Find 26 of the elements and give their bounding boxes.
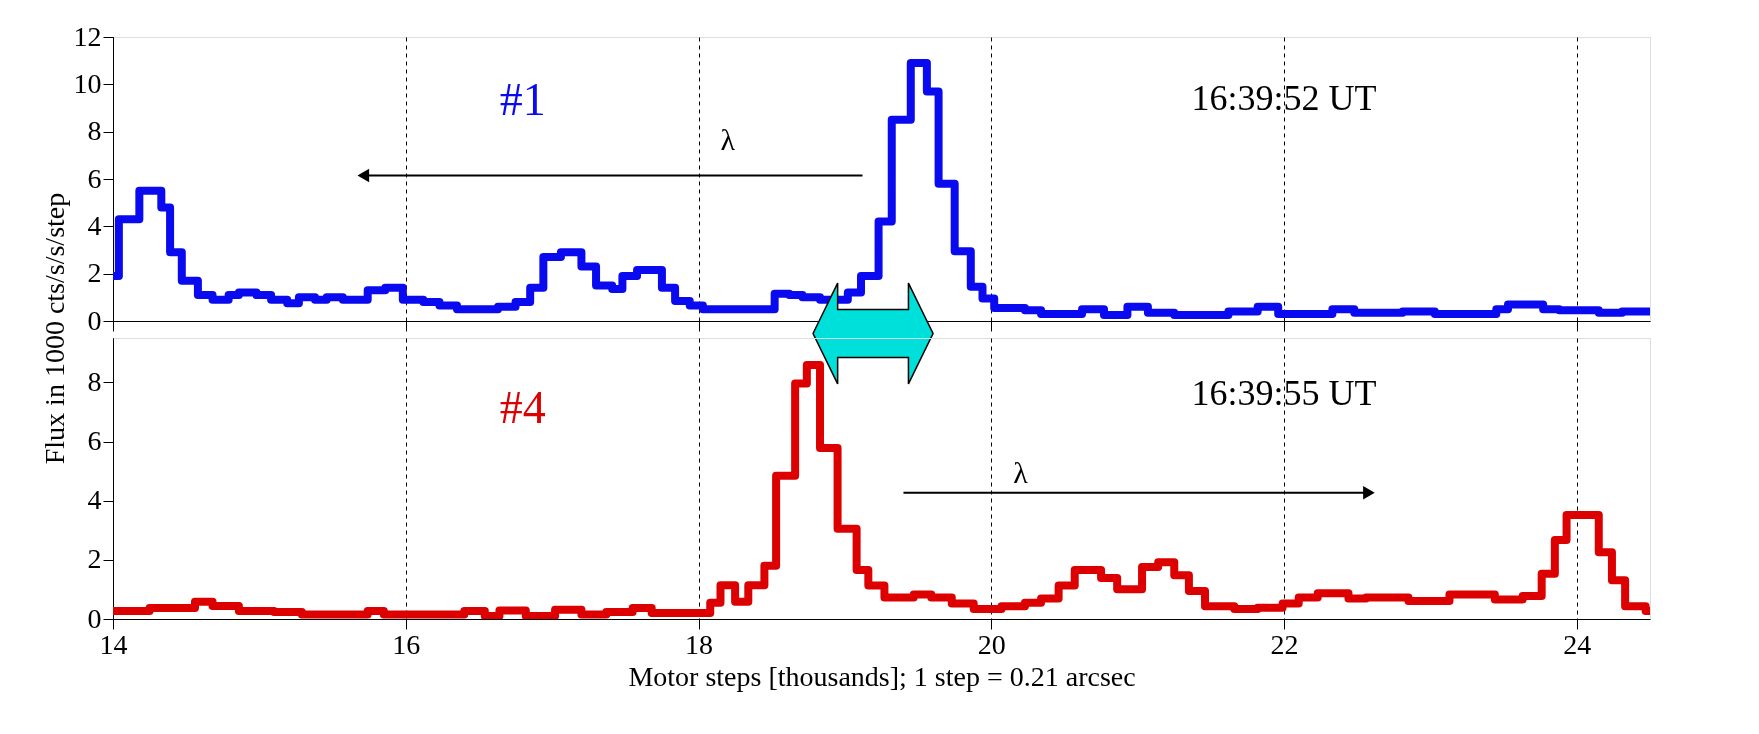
y-tick-label: 4 [87, 484, 102, 516]
annotation: λ [1013, 456, 1029, 490]
y-tick-label: 8 [87, 115, 102, 147]
y-tick-label: 6 [87, 425, 102, 457]
x-tick-label: 20 [977, 628, 1006, 660]
x-tick-label: 14 [99, 628, 128, 660]
y-tick-label: 8 [87, 365, 102, 397]
x-axis-title: Motor steps [thousands]; 1 step = 0.21 arcsec [628, 660, 1136, 692]
y-tick-label: 2 [87, 543, 102, 575]
x-tick-label: 18 [685, 628, 714, 660]
x-tick-label: 22 [1270, 628, 1299, 660]
y-tick-label: 0 [87, 602, 102, 634]
annotation: #4 [499, 381, 546, 433]
y-tick-label: 12 [73, 20, 102, 52]
y-tick-label: 2 [87, 257, 102, 289]
annotation: 16:39:55 UT [1191, 373, 1377, 414]
y-tick-label: 4 [87, 209, 102, 241]
y-tick-label: 0 [87, 304, 102, 336]
annotation: 16:39:52 UT [1191, 77, 1377, 118]
y-axis-title: Flux in 1000 cts/s/s/step [38, 192, 70, 465]
y-tick-label: 10 [73, 67, 102, 99]
y-tick-label: 6 [87, 162, 102, 194]
x-tick-label: 16 [392, 628, 421, 660]
annotation: #1 [499, 73, 546, 125]
x-tick-label: 24 [1563, 628, 1592, 660]
annotation: λ [720, 123, 736, 157]
